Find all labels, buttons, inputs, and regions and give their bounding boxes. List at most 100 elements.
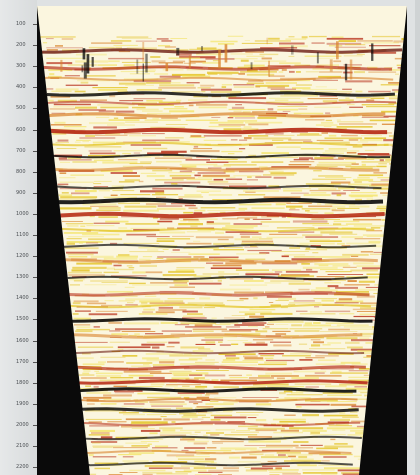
trace-streak	[265, 359, 295, 362]
trace-streak	[130, 144, 162, 146]
trace-streak	[282, 110, 291, 112]
trace-streak	[159, 141, 190, 143]
trace-streak	[282, 188, 312, 190]
trace-streak	[115, 436, 148, 439]
trace-streak	[318, 264, 329, 267]
trace-streak	[186, 231, 212, 233]
trace-streak	[265, 132, 284, 135]
reflector	[71, 317, 373, 323]
trace-streak	[244, 137, 252, 140]
trace-streak	[187, 313, 203, 315]
trace-streak	[121, 331, 156, 332]
trace-streak	[313, 322, 321, 324]
time-tick-label: 1300	[16, 274, 29, 280]
trace-streak	[345, 80, 373, 83]
trace-streak	[343, 55, 363, 57]
trace-streak	[298, 343, 308, 345]
trace-streak	[330, 418, 350, 421]
trace-streak	[293, 441, 309, 443]
trace-streak	[179, 412, 197, 415]
trace-streak	[204, 374, 226, 377]
trace-streak	[258, 374, 271, 378]
trace-streak	[281, 306, 288, 309]
noise-spike	[224, 44, 228, 63]
trace-streak	[170, 38, 188, 39]
trace-streak	[193, 275, 212, 278]
trace-streak	[65, 247, 99, 250]
trace-streak	[204, 337, 224, 339]
trace-streak	[259, 53, 279, 56]
trace-streak	[329, 233, 358, 235]
trace-streak	[282, 355, 311, 357]
trace-streak	[133, 152, 141, 154]
trace-streak	[385, 159, 392, 161]
trace-streak	[304, 374, 342, 377]
trace-streak	[268, 75, 285, 77]
trace-streak	[307, 98, 338, 100]
trace-streak	[391, 145, 393, 147]
reflector	[75, 349, 365, 355]
trace-streak	[328, 44, 343, 47]
trace-streak	[92, 87, 128, 89]
trace-streak	[283, 189, 303, 192]
trace-streak	[303, 141, 313, 143]
trace-streak	[129, 251, 165, 253]
trace-streak	[120, 156, 152, 158]
reflector	[86, 449, 352, 455]
trace-streak	[108, 321, 122, 324]
trace-streak	[108, 119, 140, 121]
trace-streak	[112, 190, 135, 192]
trace-streak	[167, 227, 175, 230]
trace-streak	[289, 302, 322, 304]
trace-streak	[339, 123, 377, 125]
trace-streak	[347, 434, 364, 436]
trace-streak	[204, 458, 217, 461]
trace-streak	[360, 392, 368, 394]
trace-streak	[313, 298, 338, 300]
noise-spike	[91, 57, 94, 67]
trace-streak	[222, 218, 239, 220]
trace-streak	[131, 445, 150, 447]
trace-streak	[234, 324, 265, 326]
time-tick-label: 1600	[16, 338, 29, 344]
trace-streak	[358, 280, 375, 283]
trace-streak	[310, 245, 321, 247]
trace-streak	[286, 394, 323, 396]
trace-streak	[320, 331, 358, 332]
trace-streak	[124, 132, 141, 135]
trace-streak	[159, 434, 187, 436]
trace-streak	[208, 125, 241, 128]
trace-streak	[233, 175, 262, 177]
trace-streak	[155, 311, 175, 314]
trace-streak	[188, 104, 194, 107]
right-border	[407, 6, 415, 475]
trace-streak	[252, 339, 274, 341]
noise-spike	[316, 52, 319, 64]
trace-streak	[215, 231, 225, 234]
trace-streak	[123, 370, 162, 373]
trace-streak	[222, 227, 254, 229]
trace-streak	[323, 456, 347, 458]
trace-streak	[380, 84, 399, 86]
time-tick-label: 1200	[16, 253, 29, 259]
trace-streak	[356, 265, 381, 268]
noise-spike	[268, 60, 270, 77]
trace-streak	[75, 115, 110, 116]
trace-streak	[222, 359, 236, 362]
trace-streak	[179, 394, 202, 396]
trace-streak	[324, 467, 360, 470]
trace-streak	[255, 403, 272, 406]
trace-streak	[94, 462, 119, 464]
trace-streak	[342, 88, 352, 90]
trace-streak	[244, 357, 264, 360]
trace-streak	[110, 172, 137, 174]
trace-streak	[246, 73, 275, 76]
trace-streak	[91, 42, 123, 44]
trace-streak	[238, 72, 245, 75]
trace-streak	[152, 169, 173, 172]
trace-streak	[353, 455, 361, 458]
trace-streak	[128, 267, 135, 269]
trace-streak	[173, 280, 189, 283]
trace-streak	[244, 445, 266, 446]
trace-streak	[121, 425, 149, 428]
